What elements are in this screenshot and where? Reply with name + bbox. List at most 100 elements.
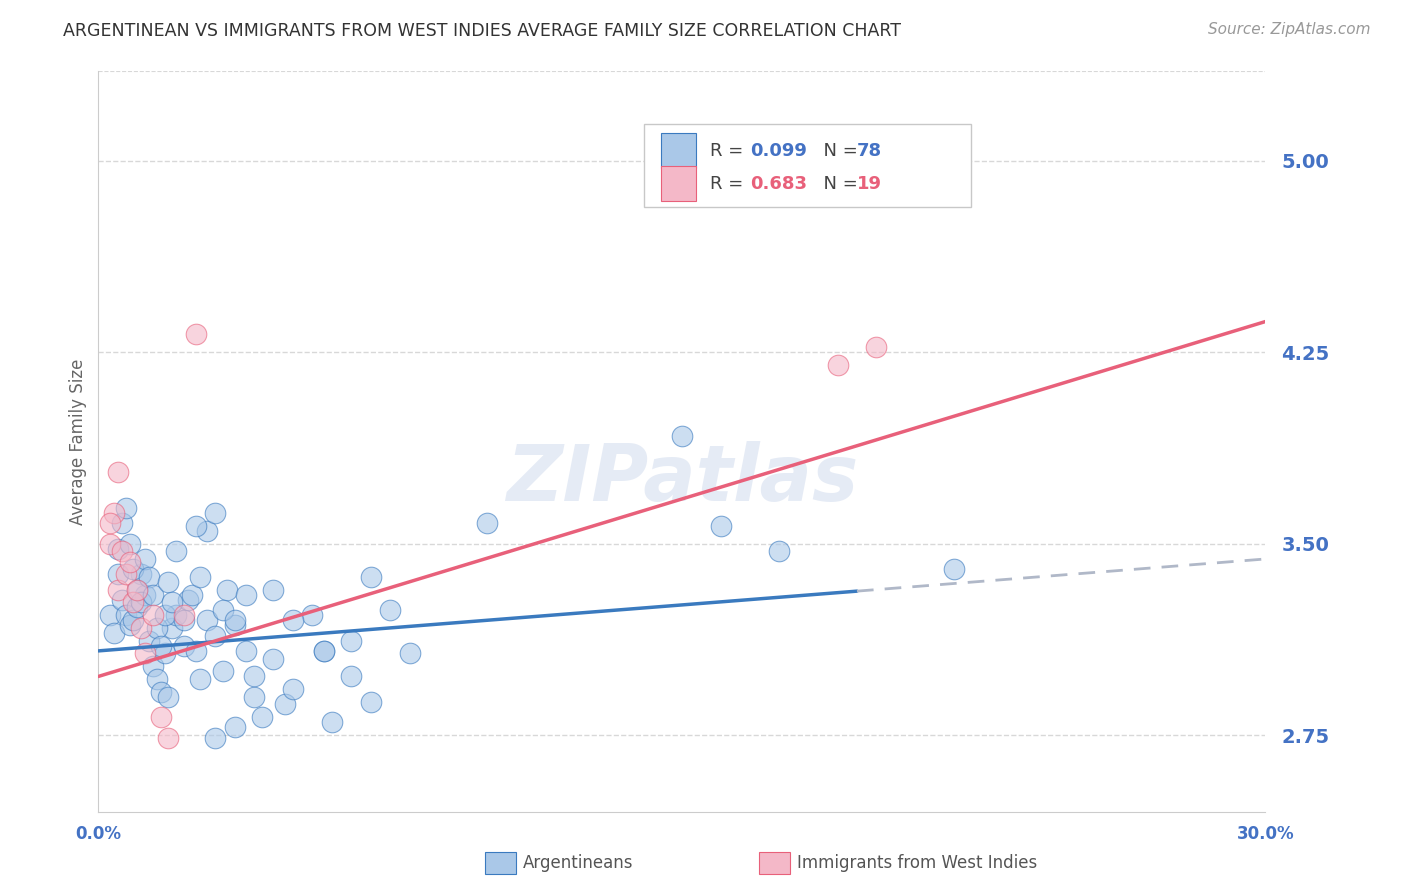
Point [184,327,207,342]
Point [142,608,165,623]
Point [262,582,284,597]
Point [865,340,887,354]
Point [98,536,121,550]
Point [107,582,129,597]
Point [204,731,226,745]
Point [138,570,160,584]
Point [398,647,420,661]
Point [98,608,121,623]
Point [243,690,266,704]
Point [153,647,176,661]
Point [477,516,499,531]
Point [195,524,218,538]
Point [149,639,172,653]
Point [312,644,335,658]
Text: ZIPatlas: ZIPatlas [506,441,858,516]
Point [134,588,156,602]
Point [188,570,211,584]
Point [107,465,129,479]
Point [134,647,156,661]
Point [235,644,257,658]
Point [122,595,145,609]
Point [129,595,152,609]
Point [360,695,382,709]
Point [153,608,176,623]
Point [118,536,141,550]
Point [262,651,284,665]
Text: Argentineans: Argentineans [523,855,634,872]
Point [301,608,323,623]
Point [157,731,180,745]
Point [827,358,849,372]
Point [312,644,335,658]
Point [146,672,169,686]
Point [157,574,180,589]
Point [274,698,297,712]
Point [107,541,129,556]
Point [138,633,160,648]
Point [98,516,121,531]
Text: R =: R = [710,175,749,193]
Point [710,518,733,533]
Point [281,613,304,627]
Point [380,603,402,617]
Point [173,608,195,623]
Point [250,710,273,724]
Point [103,626,125,640]
Point [204,629,226,643]
Point [127,582,149,597]
Point [127,582,149,597]
Point [212,603,235,617]
Point [165,608,187,623]
Point [111,592,134,607]
Y-axis label: Average Family Size: Average Family Size [69,359,87,524]
Point [184,644,207,658]
Point [162,595,184,609]
Point [111,544,134,558]
Point [129,621,152,635]
Point [281,682,304,697]
Point [321,715,343,730]
Point [204,506,226,520]
Point [122,562,145,576]
Point [184,518,207,533]
Text: ARGENTINEAN VS IMMIGRANTS FROM WEST INDIES AVERAGE FAMILY SIZE CORRELATION CHART: ARGENTINEAN VS IMMIGRANTS FROM WEST INDI… [63,22,901,40]
Point [180,588,202,602]
Point [224,618,246,632]
Point [768,544,790,558]
Text: R =: R = [710,142,749,160]
Point [114,500,136,515]
Point [224,613,246,627]
Point [340,633,363,648]
Point [118,555,141,569]
Point [114,608,136,623]
Point [243,669,266,683]
Point [103,506,125,520]
Point [360,570,382,584]
Point [149,710,172,724]
Point [118,618,141,632]
Point [142,588,165,602]
Point [146,621,169,635]
Point [129,567,152,582]
Text: 19: 19 [856,175,882,193]
Point [157,690,180,704]
Point [149,684,172,698]
Point [122,613,145,627]
Text: N =: N = [811,142,863,160]
Text: Source: ZipAtlas.com: Source: ZipAtlas.com [1208,22,1371,37]
Point [195,613,218,627]
Point [173,613,195,627]
Point [224,721,246,735]
Point [107,567,129,582]
Text: Immigrants from West Indies: Immigrants from West Indies [797,855,1038,872]
Text: N =: N = [811,175,863,193]
Point [134,552,156,566]
Text: 0.683: 0.683 [749,175,807,193]
Point [340,669,363,683]
Point [188,672,211,686]
Point [142,659,165,673]
Point [235,588,257,602]
Point [177,592,200,607]
Point [173,639,195,653]
